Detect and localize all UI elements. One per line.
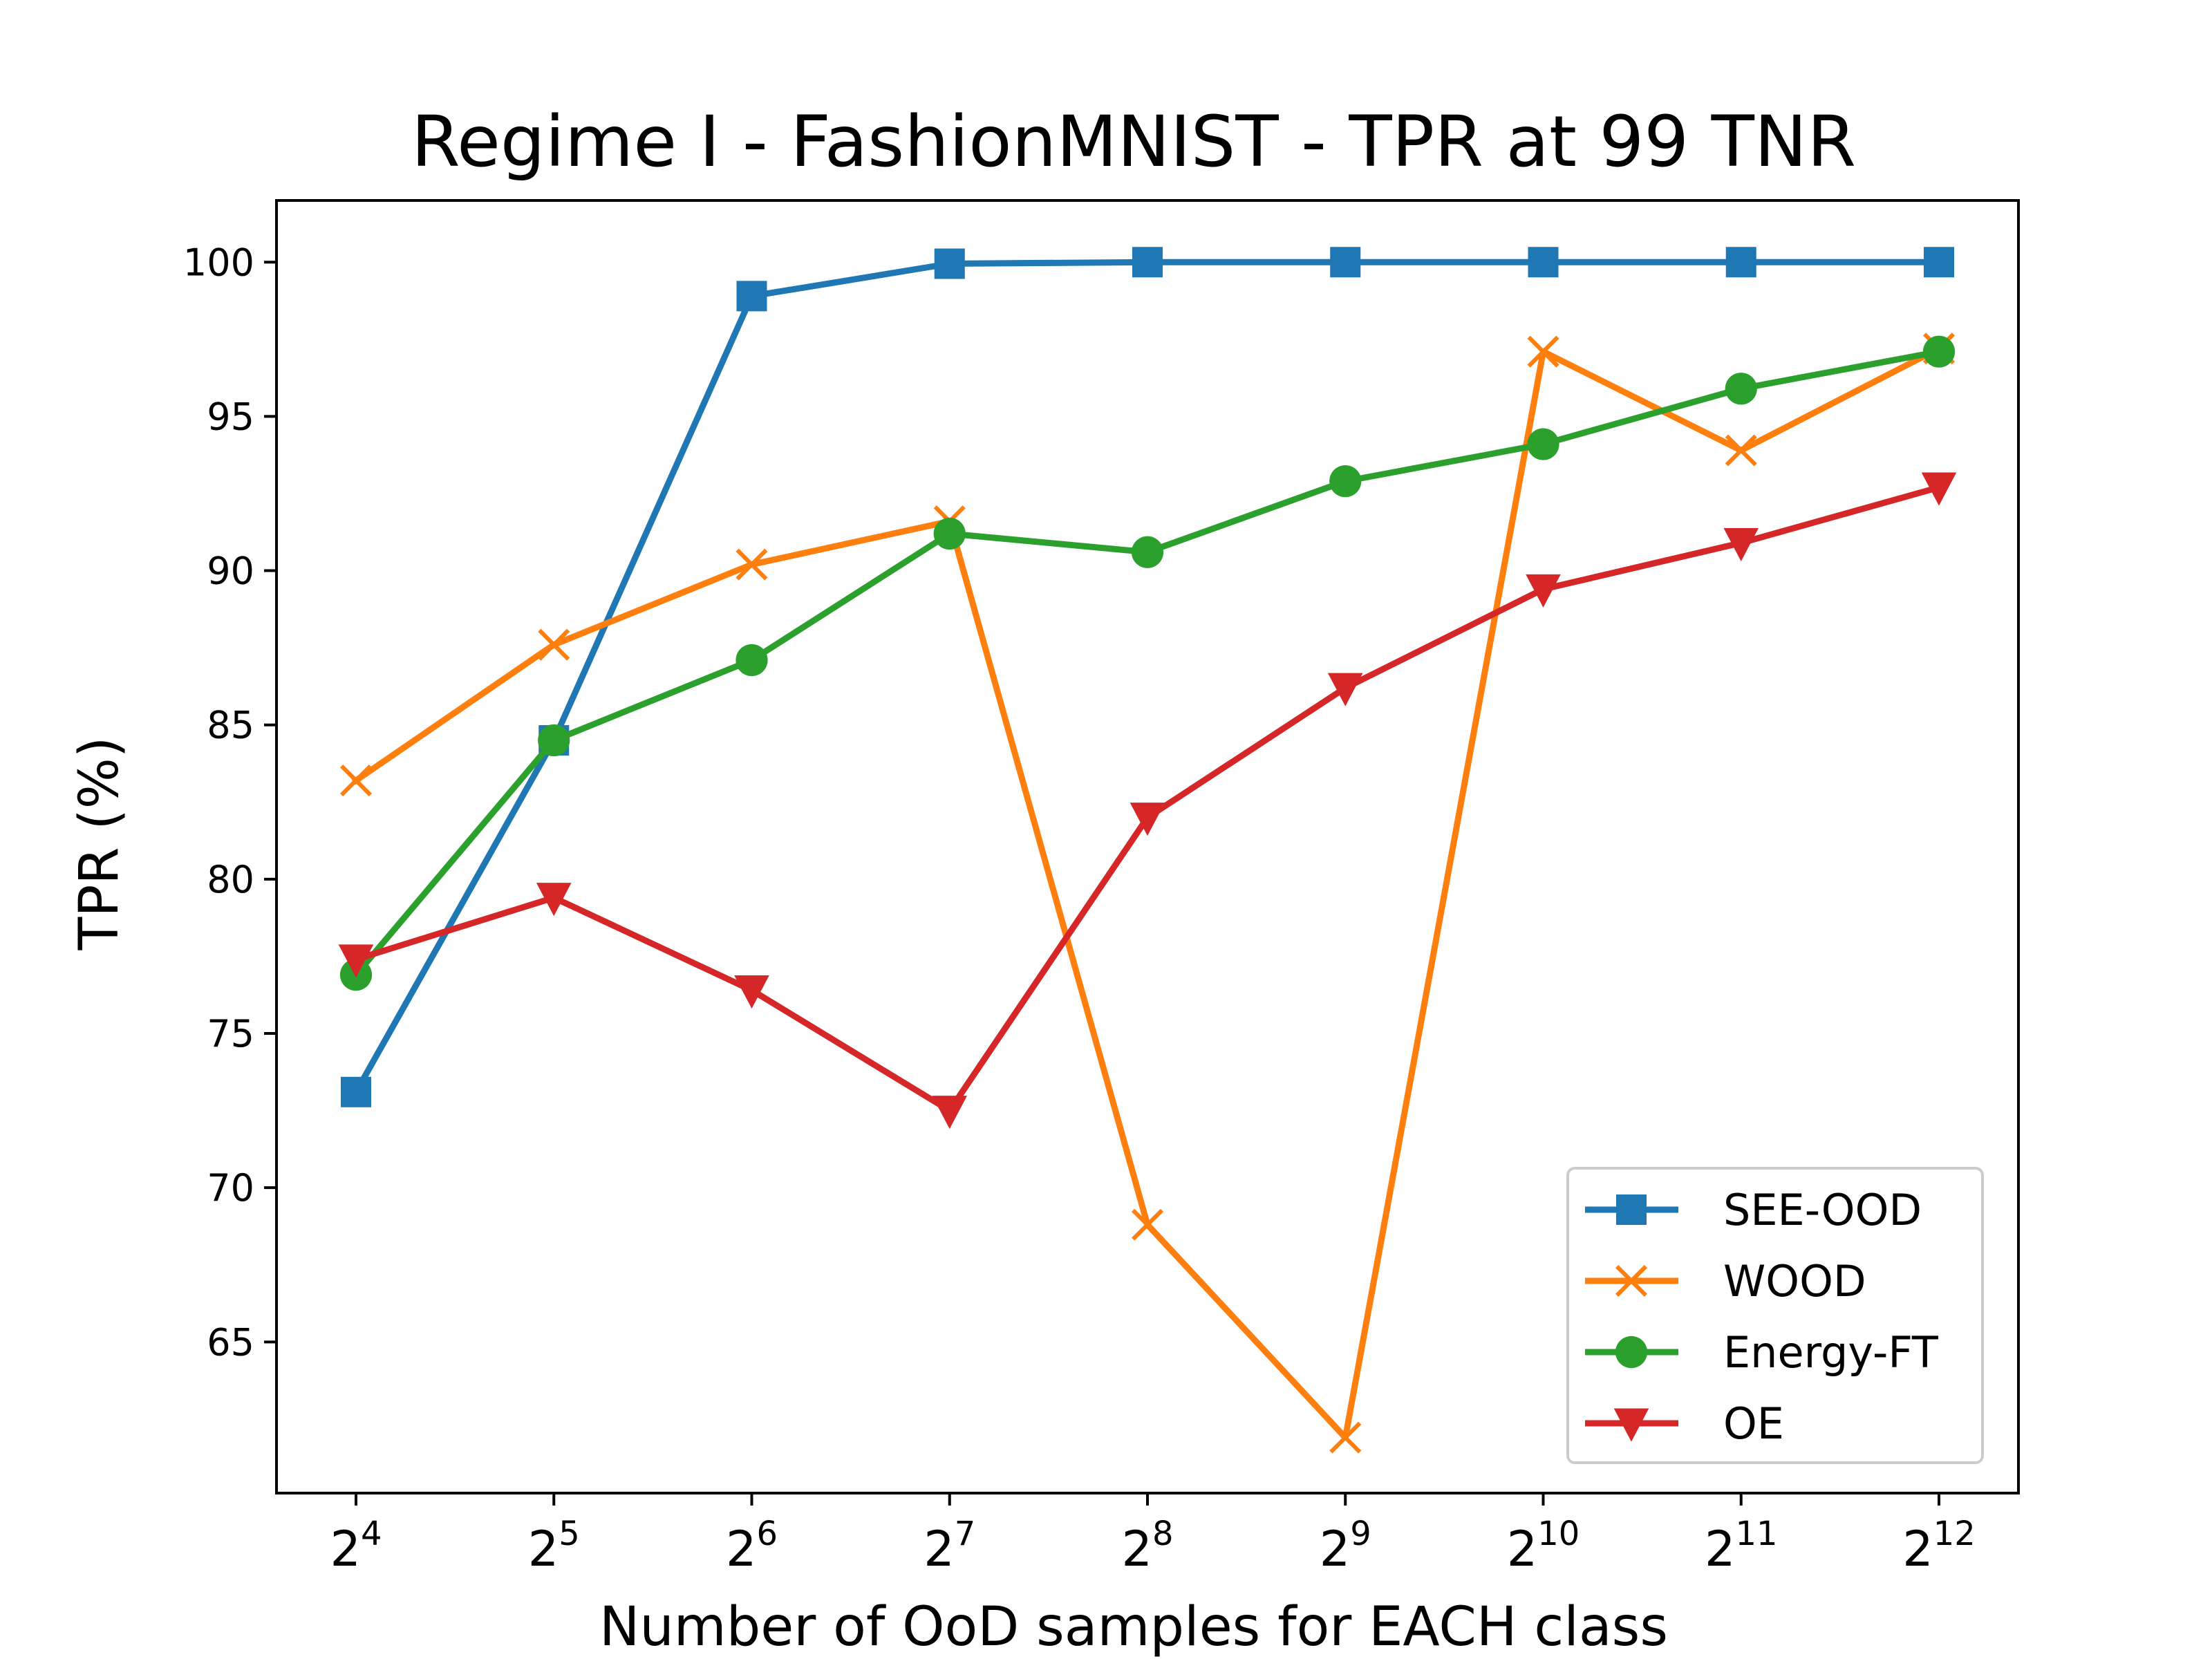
data-point — [1725, 247, 1756, 278]
data-point — [1330, 247, 1361, 278]
y-axis-label: TPR (%) — [68, 737, 131, 951]
data-point — [1725, 434, 1757, 467]
y-tick-label: 80 — [207, 858, 254, 901]
legend-entry: WOOD — [1585, 1256, 1866, 1306]
legend-label: SEE-OOD — [1723, 1185, 1922, 1235]
legend-entry: Energy-FT — [1585, 1327, 1939, 1378]
x-tick-label: 28 — [1121, 1515, 1173, 1577]
legend-box — [1566, 1167, 1984, 1464]
data-point — [932, 1096, 968, 1130]
data-point — [1922, 335, 1956, 368]
legend-marker — [1615, 1335, 1648, 1369]
data-point — [1327, 673, 1363, 706]
legend: SEE-OOD WOOD Energy-FT OE — [1566, 1167, 1984, 1464]
data-point — [1131, 536, 1164, 568]
data-point — [735, 644, 768, 677]
data-point — [339, 765, 373, 797]
data-point — [1723, 527, 1759, 561]
x-tick-label: 210 — [1507, 1515, 1580, 1577]
data-point — [538, 724, 570, 757]
data-point — [1130, 803, 1165, 836]
data-point — [1527, 428, 1559, 460]
data-point — [933, 517, 966, 550]
data-point — [736, 281, 767, 312]
legend-entry: OE — [1585, 1398, 1784, 1449]
x-tick-label: 211 — [1705, 1515, 1778, 1577]
x-tick-label: 29 — [1320, 1515, 1371, 1577]
x-tick-label: 26 — [726, 1515, 778, 1577]
data-point — [338, 944, 374, 978]
y-tick-label: 65 — [207, 1320, 254, 1364]
legend-label: OE — [1723, 1398, 1784, 1449]
data-point — [1725, 373, 1757, 405]
y-tick-label: 95 — [207, 395, 254, 438]
legend-label: WOOD — [1723, 1256, 1866, 1306]
data-point — [1924, 247, 1954, 278]
legend-label: Energy-FT — [1723, 1327, 1939, 1378]
x-axis-label: Number of OoD samples for EACH class — [599, 1596, 1668, 1658]
data-point — [735, 548, 768, 581]
data-point — [536, 883, 572, 917]
y-tick-label: 75 — [207, 1012, 254, 1056]
axes: 65 70 75 80 85 90 95 100 24 25 26 27 28 29 210 211 212 — [183, 199, 2020, 1577]
legend-entry: SEE-OOD — [1585, 1185, 1922, 1235]
data-point — [1131, 1208, 1164, 1241]
data-point — [734, 975, 769, 1009]
data-point — [341, 1076, 371, 1107]
data-point — [1329, 1421, 1362, 1454]
data-point — [538, 628, 570, 661]
y-tick-label: 100 — [183, 241, 254, 284]
series-see-ood — [341, 247, 1954, 1107]
data-point — [1526, 574, 1561, 608]
x-tick-label: 25 — [528, 1515, 580, 1577]
y-tick-label: 85 — [207, 704, 254, 747]
data-point — [1528, 247, 1559, 278]
data-point — [1527, 335, 1559, 368]
data-point — [934, 248, 965, 279]
x-tick-label: 24 — [330, 1515, 382, 1577]
y-tick-label: 90 — [207, 550, 254, 593]
x-tick-label: 212 — [1902, 1515, 1976, 1577]
plot-area — [338, 247, 1957, 1454]
series-oe — [338, 472, 1957, 1130]
legend-marker — [1613, 1408, 1649, 1442]
y-tick-label: 70 — [207, 1166, 254, 1210]
data-point — [1132, 247, 1163, 278]
chart-title: Regime I - FashionMNIST - TPR at 99 TNR — [411, 101, 1856, 183]
legend-marker — [1616, 1194, 1647, 1225]
data-point — [1921, 472, 1957, 506]
legend-marker — [1615, 1264, 1648, 1297]
x-tick-label: 27 — [924, 1515, 975, 1577]
series-energy-ft — [339, 335, 1956, 991]
data-point — [1329, 465, 1362, 498]
